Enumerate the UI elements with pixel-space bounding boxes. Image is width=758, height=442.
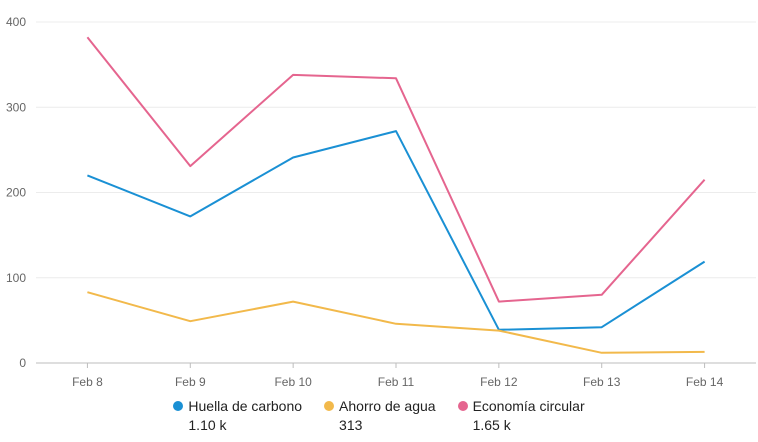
series-line-ahorro-de-agua[interactable] (87, 291, 705, 354)
legend: Huella de carbono 1.10 k Ahorro de agua … (0, 396, 758, 434)
legend-item-economia-circular[interactable]: Economía circular 1.65 k (457, 396, 585, 434)
legend-total: 313 (339, 417, 363, 433)
y-tick-label: 200 (6, 186, 26, 200)
x-tick-label: Feb 9 (175, 375, 206, 389)
x-tick-label: Feb 8 (72, 375, 103, 389)
legend-label: Huella de carbono (188, 398, 303, 414)
grid-lines (36, 21, 756, 279)
legend-label: Ahorro de agua (339, 398, 436, 414)
legend-label: Economía circular (472, 398, 585, 414)
x-tick-label: Feb 10 (274, 375, 312, 389)
x-tick-label: Feb 13 (583, 375, 621, 389)
y-tick-label: 0 (19, 356, 26, 370)
series-lines (86, 36, 706, 354)
legend-dot-huella-de-carbono (173, 401, 184, 411)
legend-item-ahorro-de-agua[interactable]: Ahorro de agua 313 (324, 396, 436, 434)
y-tick-label: 100 (6, 271, 26, 285)
series-line-economia-circular[interactable] (86, 36, 706, 303)
legend-total: 1.10 k (188, 417, 227, 433)
x-tick-label: Feb 11 (378, 375, 415, 389)
legend-item-huella-de-carbono[interactable]: Huella de carbono 1.10 k (173, 396, 302, 434)
y-tick-label: 300 (6, 100, 26, 114)
legend-dot-economia-circular (457, 401, 468, 411)
x-tick-label: Feb 14 (686, 375, 724, 389)
legend-dot-ahorro-de-agua (324, 401, 335, 411)
legend-total: 1.65 k (472, 417, 511, 433)
x-tick-label: Feb 12 (480, 375, 518, 389)
line-chart: 0 100 200 300 400 Feb 8 Feb 9 Feb 10 Feb 11 Feb 1… (6, 15, 756, 389)
y-tick-label: 400 (6, 15, 26, 29)
axes: 0 100 200 300 400 Feb 8 Feb 9 Feb 10 Feb 11 Feb 1… (6, 15, 756, 389)
series-line-huella-de-carbono[interactable] (87, 130, 706, 331)
